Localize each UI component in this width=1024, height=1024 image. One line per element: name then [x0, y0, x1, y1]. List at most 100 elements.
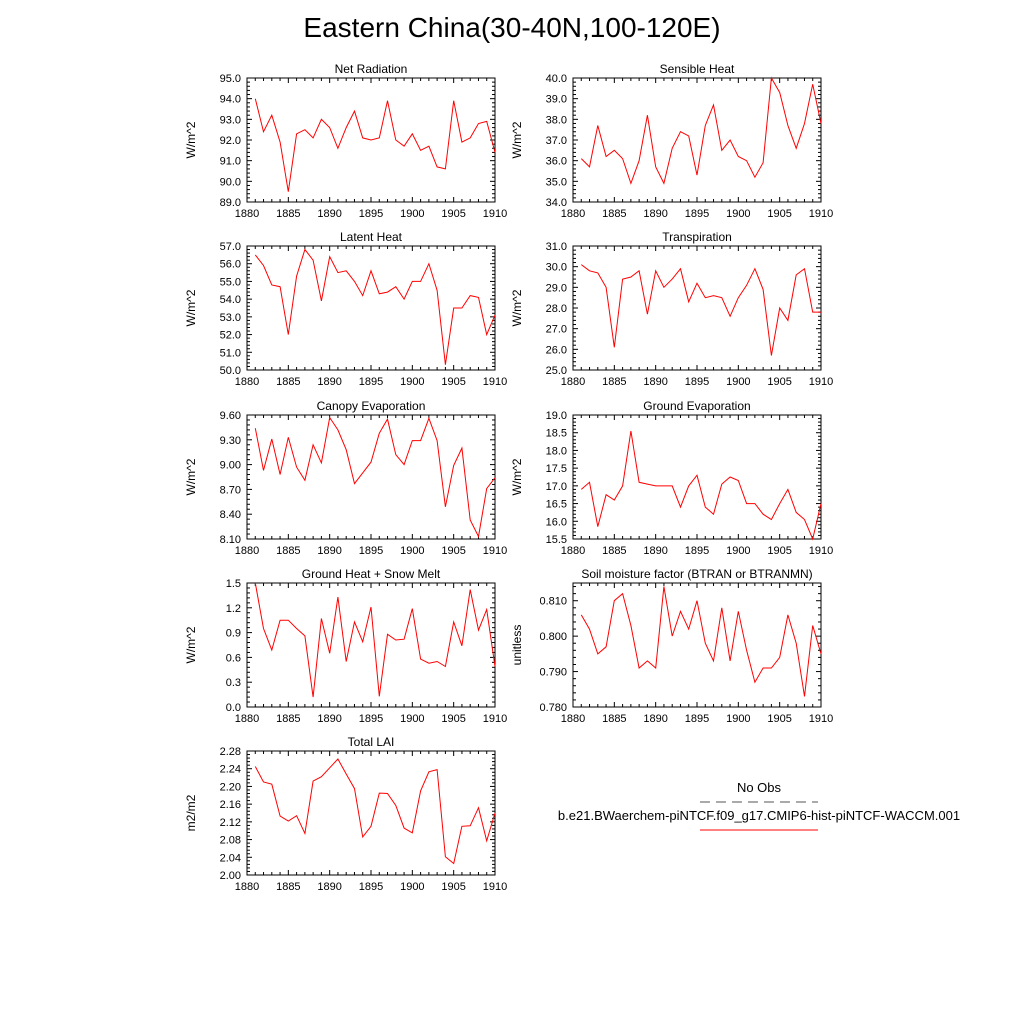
x-tick-label: 1885 — [602, 545, 626, 557]
y-tick-label: 57.0 — [220, 241, 241, 253]
x-tick-label: 1885 — [276, 881, 300, 893]
y-tick-label: 0.790 — [539, 667, 567, 679]
y-axis-label: unitless — [510, 625, 524, 666]
series-line-0 — [254, 758, 496, 865]
x-tick-label: 1905 — [767, 545, 791, 557]
panel-title: Canopy Evaporation — [317, 399, 426, 413]
x-tick-label: 1885 — [276, 545, 300, 557]
y-tick-label: 0.0 — [226, 702, 241, 714]
x-tick-label: 1885 — [602, 208, 626, 220]
panel-title: Net Radiation — [335, 62, 408, 76]
y-tick-label: 9.30 — [220, 435, 241, 447]
y-tick-label: 26.0 — [546, 344, 567, 356]
x-tick-label: 1890 — [317, 881, 341, 893]
x-tick-label: 1890 — [643, 713, 667, 725]
x-tick-label: 1900 — [400, 545, 424, 557]
x-tick-label: 1885 — [276, 208, 300, 220]
y-tick-label: 0.810 — [539, 596, 567, 608]
y-tick-label: 9.60 — [220, 410, 241, 422]
y-tick-label: 91.0 — [220, 156, 241, 168]
panel-title: Soil moisture factor (BTRAN or BTRANMN) — [581, 567, 812, 581]
y-tick-label: 35.0 — [546, 176, 567, 188]
panel-title: Sensible Heat — [660, 62, 735, 76]
y-tick-label: 17.0 — [546, 481, 567, 493]
y-axis-label: m2/m2 — [184, 794, 198, 831]
y-tick-label: 2.04 — [220, 852, 241, 864]
x-tick-label: 1910 — [809, 713, 833, 725]
x-tick-label: 1910 — [809, 545, 833, 557]
y-tick-label: 40.0 — [546, 73, 567, 85]
y-tick-label: 39.0 — [546, 94, 567, 106]
y-tick-label: 30.0 — [546, 262, 567, 274]
x-tick-label: 1895 — [685, 545, 709, 557]
chart-panel-1: Sensible Heat W/m^2 1880 1885 1890 1895 1900 19… — [510, 62, 833, 220]
y-tick-label: 2.20 — [220, 781, 241, 793]
x-tick-label: 1905 — [767, 208, 791, 220]
chart-panel-6: Ground Heat + Snow Melt W/m^2 1880 1885 1890… — [184, 567, 507, 725]
y-tick-label: 8.10 — [220, 534, 241, 546]
series-line-0 — [254, 582, 496, 698]
x-tick-label: 1885 — [276, 376, 300, 388]
plot-frame — [246, 750, 496, 876]
y-tick-label: 2.28 — [220, 746, 241, 758]
y-tick-label: 0.9 — [226, 628, 241, 640]
y-tick-label: 2.24 — [220, 764, 241, 776]
x-tick-label: 1880 — [561, 208, 585, 220]
x-tick-label: 1885 — [602, 713, 626, 725]
x-tick-label: 1890 — [317, 208, 341, 220]
y-tick-label: 94.0 — [220, 94, 241, 106]
x-tick-label: 1880 — [561, 376, 585, 388]
series-line-0 — [254, 248, 496, 365]
x-tick-label: 1900 — [726, 545, 750, 557]
x-tick-label: 1890 — [643, 545, 667, 557]
plot-frame — [572, 245, 822, 371]
y-axis-label: W/m^2 — [510, 289, 524, 326]
x-tick-label: 1895 — [359, 881, 383, 893]
x-tick-label: 1895 — [359, 545, 383, 557]
y-tick-label: 16.0 — [546, 516, 567, 528]
y-tick-label: 2.12 — [220, 817, 241, 829]
x-tick-label: 1900 — [726, 208, 750, 220]
y-tick-label: 17.5 — [546, 463, 567, 475]
x-tick-label: 1880 — [235, 545, 259, 557]
series-line-0 — [580, 76, 822, 185]
y-tick-label: 18.5 — [546, 428, 567, 440]
y-tick-label: 38.0 — [546, 114, 567, 126]
x-tick-label: 1895 — [685, 208, 709, 220]
x-tick-label: 1905 — [767, 376, 791, 388]
x-tick-label: 1905 — [767, 713, 791, 725]
y-tick-label: 0.780 — [539, 702, 567, 714]
y-tick-label: 15.5 — [546, 534, 567, 546]
x-tick-label: 1880 — [235, 208, 259, 220]
y-axis-label: W/m^2 — [510, 121, 524, 158]
y-tick-label: 9.00 — [220, 460, 241, 472]
y-tick-label: 1.5 — [226, 578, 241, 590]
x-tick-label: 1880 — [235, 376, 259, 388]
x-tick-label: 1885 — [276, 713, 300, 725]
y-tick-label: 93.0 — [220, 114, 241, 126]
figure-title: Eastern China(30-40N,100-120E) — [303, 12, 721, 43]
panel-title: Transpiration — [662, 230, 732, 244]
x-tick-label: 1910 — [483, 545, 507, 557]
x-tick-label: 1890 — [317, 545, 341, 557]
y-tick-label: 92.0 — [220, 135, 241, 147]
panel-title: Ground Heat + Snow Melt — [302, 567, 441, 581]
y-tick-label: 51.0 — [220, 347, 241, 359]
x-tick-label: 1910 — [809, 208, 833, 220]
legend-obs-label: No Obs — [737, 780, 782, 795]
y-tick-label: 0.3 — [226, 677, 241, 689]
plot-frame — [246, 414, 496, 540]
y-tick-label: 16.5 — [546, 499, 567, 511]
panel-title: Total LAI — [348, 735, 395, 749]
x-tick-label: 1895 — [359, 376, 383, 388]
x-tick-label: 1905 — [441, 376, 465, 388]
y-tick-label: 53.0 — [220, 312, 241, 324]
y-axis-label: W/m^2 — [184, 458, 198, 495]
chart-panel-4: Canopy Evaporation W/m^2 1880 1885 1890 1895 1… — [184, 399, 507, 557]
y-axis-label: W/m^2 — [510, 458, 524, 495]
x-tick-label: 1900 — [726, 713, 750, 725]
y-tick-label: 56.0 — [220, 259, 241, 271]
chart-panel-5: Ground Evaporation W/m^2 1880 1885 1890 1895 1… — [510, 399, 833, 557]
x-tick-label: 1880 — [235, 881, 259, 893]
x-tick-label: 1890 — [317, 713, 341, 725]
